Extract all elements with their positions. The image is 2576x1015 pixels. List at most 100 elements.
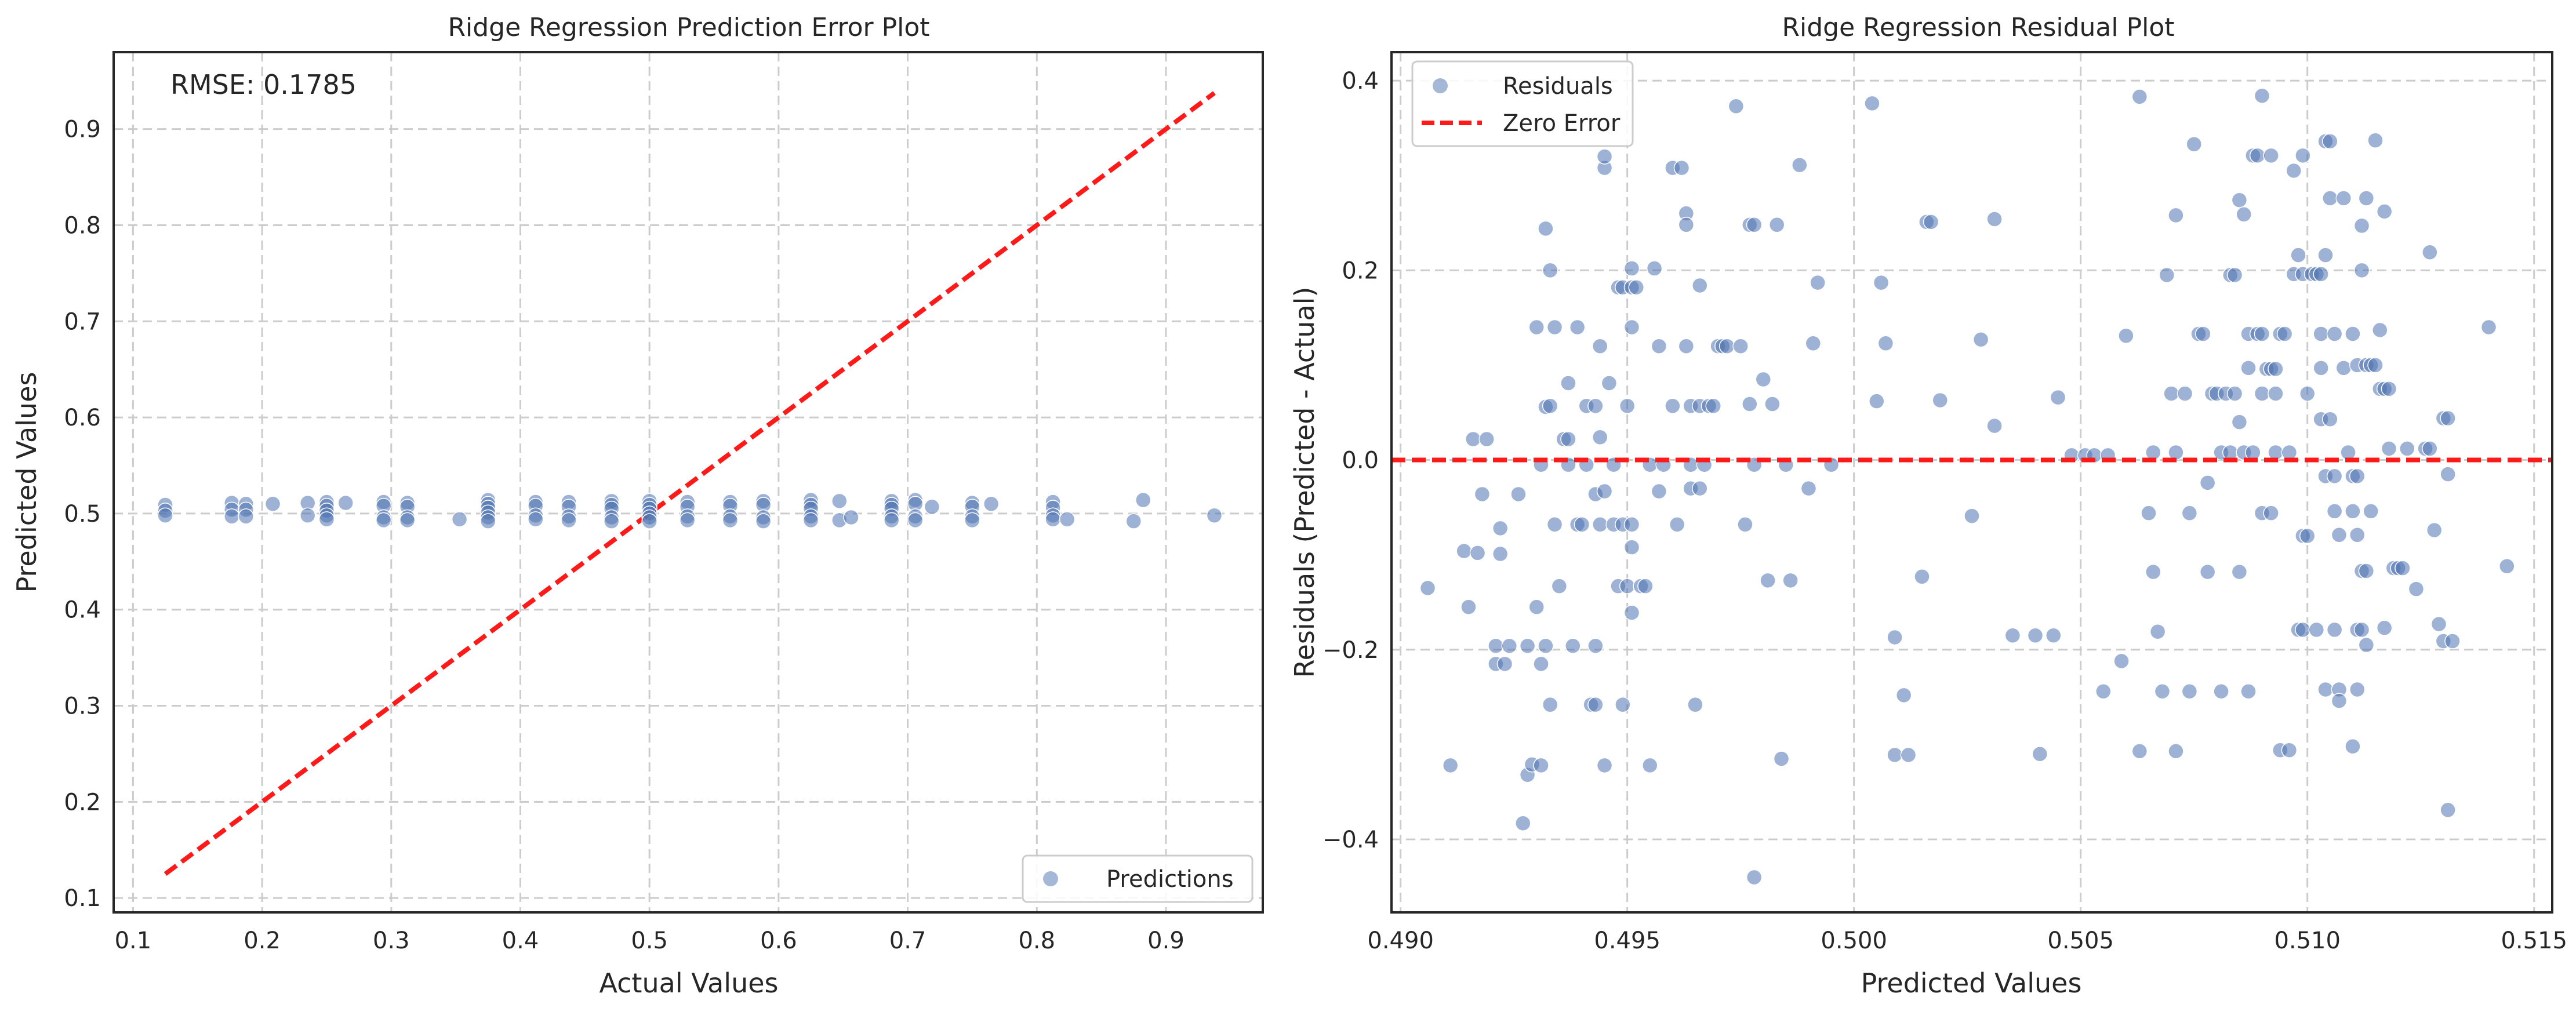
data-point <box>1596 483 1613 500</box>
data-point <box>1678 338 1695 354</box>
data-point <box>2276 326 2293 342</box>
data-point <box>1732 338 1749 354</box>
y-tick-label: 0.4 <box>64 597 101 624</box>
x-tick-label: 0.495 <box>1594 927 1661 954</box>
data-point <box>1805 335 1822 352</box>
data-points <box>1419 88 2515 886</box>
data-point <box>1669 516 1685 533</box>
data-point <box>1592 516 1608 533</box>
data-point <box>2322 190 2338 206</box>
data-point <box>1533 656 1549 672</box>
data-point <box>1914 569 1930 585</box>
data-point <box>2331 693 2348 709</box>
data-point <box>2440 410 2456 427</box>
data-point <box>2268 385 2284 402</box>
data-point <box>528 511 544 527</box>
data-point <box>2295 621 2311 638</box>
data-point <box>318 511 335 527</box>
data-point <box>1642 757 1658 774</box>
data-point <box>1542 696 1558 713</box>
data-point <box>2299 527 2316 544</box>
data-point <box>480 513 496 529</box>
data-point <box>1887 629 1903 646</box>
data-point <box>2281 742 2298 758</box>
data-point <box>883 512 900 529</box>
data-point <box>1488 638 1504 654</box>
data-point <box>2177 385 2193 402</box>
data-point <box>224 508 240 525</box>
data-point <box>2313 326 2329 342</box>
data-point <box>1442 757 1459 774</box>
data-point <box>2032 746 2048 762</box>
data-point <box>1587 638 1604 654</box>
data-point <box>157 507 173 523</box>
data-point <box>1628 279 1645 296</box>
data-point <box>2322 133 2338 150</box>
data-point <box>1492 520 1509 537</box>
data-point <box>2313 266 2329 282</box>
data-point <box>1800 480 1817 497</box>
data-point <box>2050 389 2066 406</box>
data-point <box>1665 398 1681 414</box>
data-point <box>2349 681 2366 698</box>
data-point <box>2326 621 2343 638</box>
data-point <box>1746 217 1763 233</box>
data-point <box>1474 486 1491 503</box>
reference-line-group <box>164 91 1216 876</box>
data-point <box>2154 683 2171 700</box>
data-point <box>1542 262 1558 279</box>
data-point <box>1592 429 1608 446</box>
data-point <box>561 512 577 529</box>
data-point <box>2231 192 2248 208</box>
data-point <box>2408 581 2425 597</box>
y-tick-labels: −0.4 −0.2 0.0 0.2 0.4 <box>1322 68 1379 853</box>
data-point <box>2290 247 2306 263</box>
data-point <box>2263 505 2279 521</box>
data-point <box>1623 319 1640 336</box>
data-point <box>641 513 657 529</box>
data-point <box>1059 511 1076 527</box>
data-point <box>2004 627 2021 643</box>
data-point <box>1565 638 1581 654</box>
data-point <box>337 494 354 511</box>
data-point <box>1510 486 1527 503</box>
data-point <box>2195 326 2211 342</box>
data-point <box>1755 371 1772 388</box>
data-point <box>1596 757 1613 774</box>
data-point <box>1742 396 1758 412</box>
x-tick-label: 0.2 <box>244 927 281 954</box>
rmse-annotation: RMSE: 0.1785 <box>170 69 357 100</box>
data-point <box>1542 398 1558 414</box>
data-point <box>2149 623 2166 640</box>
data-point <box>2395 560 2411 576</box>
chart-title: Ridge Regression Prediction Error Plot <box>448 13 929 42</box>
data-point <box>1460 599 1477 615</box>
data-point <box>2422 244 2438 260</box>
y-tick-label: 0.7 <box>64 308 101 335</box>
data-point <box>1673 159 1690 176</box>
data-point <box>1651 338 1667 354</box>
data-point <box>1587 398 1604 414</box>
data-point <box>1869 393 1885 409</box>
legend-marker-residuals <box>1433 78 1448 93</box>
data-point <box>843 509 859 526</box>
data-point <box>1773 751 1790 767</box>
data-point <box>2095 683 2112 700</box>
data-point <box>375 512 392 529</box>
legend-label-zero-error: Zero Error <box>1503 110 1621 137</box>
data-point <box>1574 516 1590 533</box>
data-point <box>2422 441 2438 457</box>
data-point <box>1546 516 1563 533</box>
data-point <box>2268 361 2284 377</box>
data-point <box>2168 207 2184 224</box>
data-point <box>2027 627 2044 643</box>
data-point <box>2430 616 2447 632</box>
data-point <box>1496 656 1513 672</box>
data-point <box>2308 621 2325 638</box>
data-point <box>2353 621 2370 638</box>
data-point <box>2118 328 2134 344</box>
data-point <box>2358 636 2375 653</box>
data-point <box>1501 638 1518 654</box>
data-point <box>2254 385 2270 402</box>
